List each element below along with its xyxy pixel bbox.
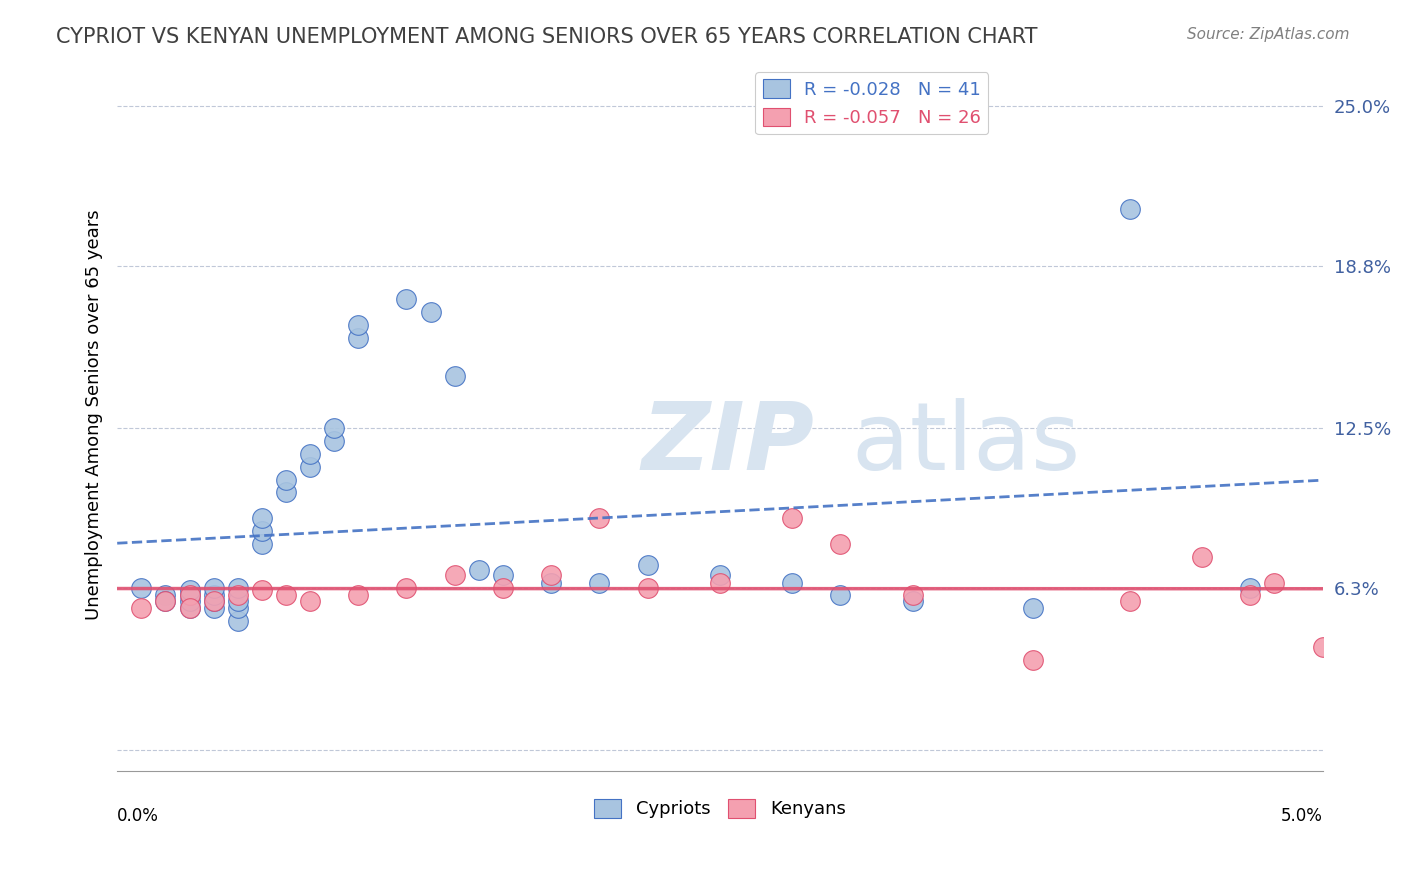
Point: [780, 511, 803, 525]
Point: [202, 593, 225, 607]
Point: [226, 614, 249, 628]
Point: [780, 575, 803, 590]
Point: [1119, 593, 1142, 607]
Point: [274, 589, 297, 603]
Text: CYPRIOT VS KENYAN UNEMPLOYMENT AMONG SENIORS OVER 65 YEARS CORRELATION CHART: CYPRIOT VS KENYAN UNEMPLOYMENT AMONG SEN…: [56, 27, 1038, 46]
Point: [179, 593, 201, 607]
Point: [226, 601, 249, 615]
Text: atlas: atlas: [641, 398, 1080, 490]
Point: [1239, 581, 1261, 595]
Point: [709, 575, 731, 590]
Legend: Cypriots, Kenyans: Cypriots, Kenyans: [586, 792, 853, 826]
Point: [1312, 640, 1334, 654]
Point: [155, 589, 177, 603]
Text: Source: ZipAtlas.com: Source: ZipAtlas.com: [1187, 27, 1350, 42]
Point: [274, 485, 297, 500]
Point: [202, 593, 225, 607]
Point: [347, 318, 370, 332]
Point: [395, 292, 418, 306]
Point: [202, 589, 225, 603]
Point: [1263, 575, 1285, 590]
Point: [468, 563, 491, 577]
Point: [1191, 549, 1213, 564]
Point: [443, 567, 465, 582]
Point: [179, 583, 201, 598]
Point: [202, 601, 225, 615]
Point: [588, 511, 610, 525]
Point: [323, 421, 346, 435]
Point: [492, 581, 515, 595]
Point: [250, 524, 273, 538]
Point: [299, 459, 322, 474]
Text: 0.0%: 0.0%: [117, 806, 159, 825]
Point: [830, 589, 852, 603]
Point: [637, 558, 659, 572]
Point: [1239, 589, 1261, 603]
Point: [179, 589, 201, 603]
Point: [830, 537, 852, 551]
Point: [179, 601, 201, 615]
Y-axis label: Unemployment Among Seniors over 65 years: Unemployment Among Seniors over 65 years: [86, 210, 103, 621]
Point: [226, 581, 249, 595]
Point: [1022, 601, 1045, 615]
Point: [129, 581, 152, 595]
Point: [129, 601, 152, 615]
Point: [299, 447, 322, 461]
Point: [202, 581, 225, 595]
Point: [155, 593, 177, 607]
Point: [540, 575, 562, 590]
Text: 5.0%: 5.0%: [1281, 806, 1323, 825]
Text: ZIP: ZIP: [641, 398, 814, 490]
Point: [443, 369, 465, 384]
Point: [540, 567, 562, 582]
Point: [250, 537, 273, 551]
Point: [1022, 653, 1045, 667]
Point: [179, 601, 201, 615]
Point: [179, 589, 201, 603]
Point: [250, 583, 273, 598]
Point: [395, 581, 418, 595]
Point: [901, 589, 924, 603]
Point: [709, 567, 731, 582]
Point: [588, 575, 610, 590]
Point: [323, 434, 346, 448]
Point: [299, 593, 322, 607]
Point: [1119, 202, 1142, 216]
Point: [347, 331, 370, 345]
Point: [347, 589, 370, 603]
Point: [901, 593, 924, 607]
Point: [274, 473, 297, 487]
Point: [155, 593, 177, 607]
Point: [226, 589, 249, 603]
Point: [226, 593, 249, 607]
Point: [250, 511, 273, 525]
Point: [637, 581, 659, 595]
Point: [492, 567, 515, 582]
Point: [419, 305, 441, 319]
